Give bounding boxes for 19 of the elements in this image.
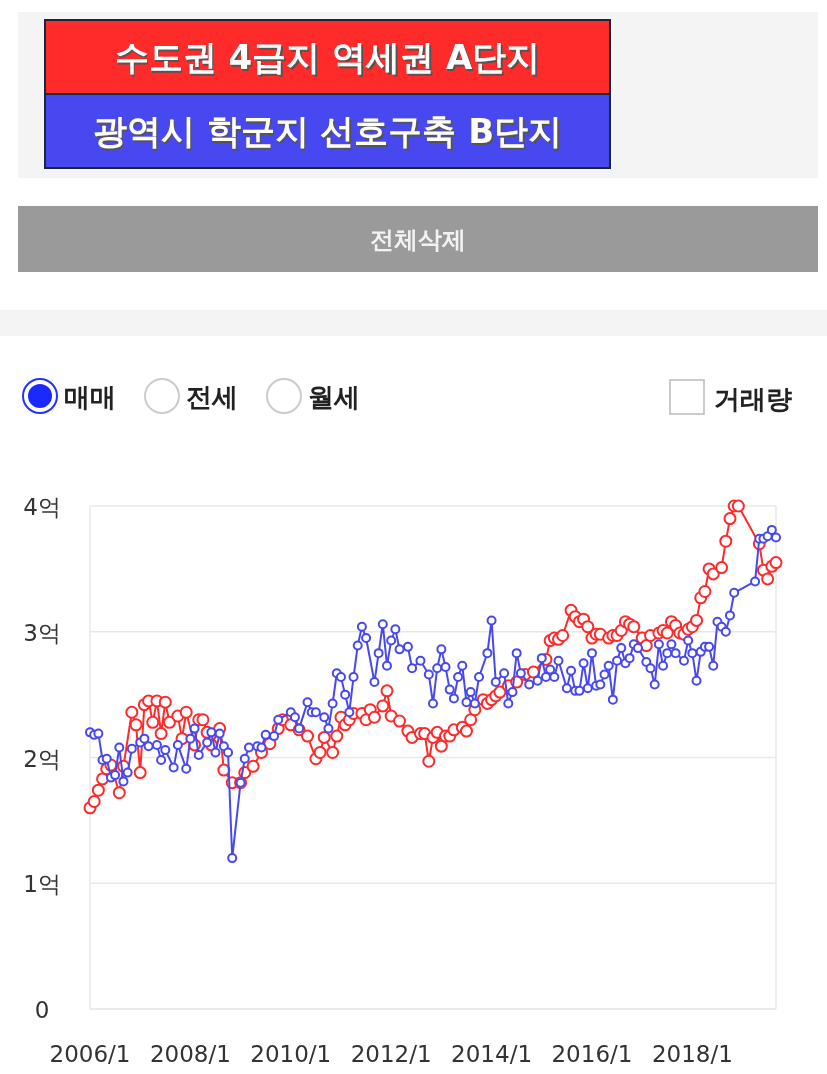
text: 수도권 4급지 역세권 A단지 [114, 37, 541, 77]
text: 광역시 학군지 선호구축 B단지 [92, 111, 563, 151]
x-tick-label: 2012/1 [350, 1041, 432, 1067]
y-tick-label: 4억 [23, 494, 61, 520]
y-tick-label: 1억 [23, 871, 61, 898]
text: 월세 [308, 382, 360, 412]
x-tick-label: 2018/1 [651, 1041, 733, 1067]
y-tick-label: 3억 [23, 619, 61, 646]
x-tick-label: 2010/1 [250, 1041, 332, 1067]
text: 거래량 [714, 384, 792, 414]
y-tick-label: 0 [34, 997, 50, 1023]
text: 전체삭제 [370, 226, 466, 254]
x-tick-label: 2008/1 [149, 1041, 231, 1067]
x-tick-label: 2016/1 [551, 1041, 633, 1067]
x-tick-label: 2006/1 [49, 1041, 131, 1067]
text: 전세 [186, 382, 238, 412]
text: 매매 [64, 382, 116, 412]
x-tick-label: 2014/1 [451, 1041, 533, 1067]
y-tick-label: 2억 [23, 745, 61, 772]
